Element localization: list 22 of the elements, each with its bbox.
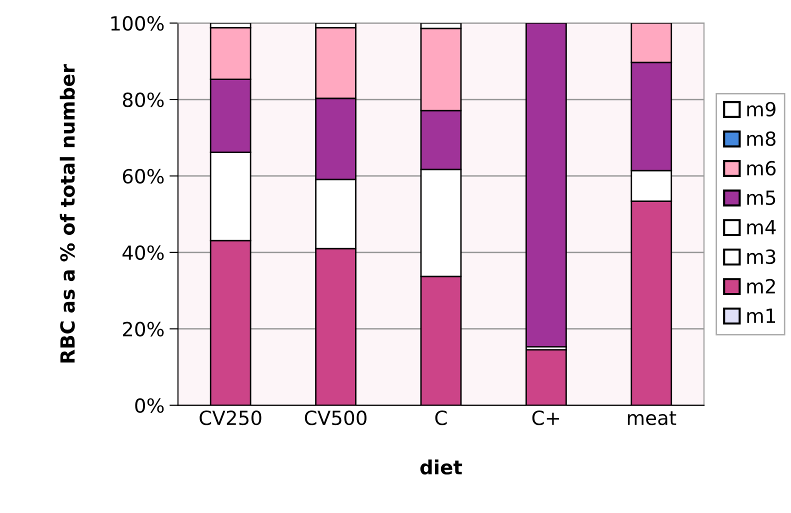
bar <box>526 23 567 348</box>
legend-label: m1 <box>747 308 776 323</box>
y-tick-label: 40% <box>122 245 164 260</box>
x-tick-label: C+ <box>532 410 560 426</box>
x-axis-title: diet <box>420 460 462 475</box>
legend-label: m2 <box>747 278 775 294</box>
x-tick-label: C <box>435 410 447 426</box>
x-tick-label: CV500 <box>304 410 366 426</box>
legend-label: m9 <box>747 102 776 117</box>
y-tick-label: 20% <box>122 322 164 336</box>
y-tick-label: 60% <box>122 168 164 184</box>
x-tick-label: CV250 <box>200 410 262 426</box>
legend-label: m5 <box>747 190 776 206</box>
legend-label: m8 <box>747 131 776 146</box>
legend-label: m3 <box>747 249 776 264</box>
y-axis-title: RBC as a % of total number <box>60 64 75 362</box>
legend-label: m4 <box>747 220 776 234</box>
y-tick-label: 0% <box>135 398 164 413</box>
y-tick-label: 100% <box>111 16 164 31</box>
legend-label: m6 <box>747 160 776 176</box>
x-tick-label: meat <box>628 411 676 426</box>
y-tick-label: 80% <box>122 92 164 108</box>
